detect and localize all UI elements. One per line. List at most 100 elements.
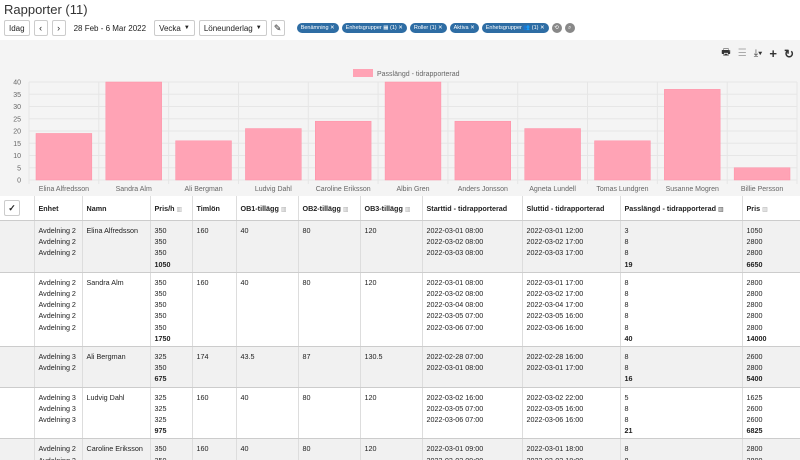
table-row[interactable]: Avdelning 2 Avdelning 2 Avdelning 2 Elina A… bbox=[0, 220, 800, 273]
col-header-enhet[interactable]: Enhet bbox=[34, 196, 83, 221]
table-row[interactable]: Avdelning 3 Avdelning 2 Ali Bergman 325 350 6… bbox=[0, 346, 800, 388]
cell-line: Avdelning 2 bbox=[38, 300, 76, 310]
cell-line: 2022-03-02 08:00 bbox=[426, 237, 484, 247]
cell-line: 2022-03-01 08:00 bbox=[426, 226, 484, 235]
bar[interactable] bbox=[384, 81, 442, 181]
timlon-cell: 174 bbox=[192, 346, 237, 388]
bar[interactable] bbox=[35, 133, 93, 181]
cell-line: Avdelning 2 bbox=[38, 277, 76, 287]
pris-cell: 1050 2800 2800 6650 bbox=[742, 220, 800, 273]
bar[interactable] bbox=[105, 81, 162, 181]
bar[interactable] bbox=[594, 140, 651, 181]
name-text: Ludvig Dahl bbox=[86, 392, 125, 402]
ob1-cell: 40 bbox=[236, 438, 299, 460]
filter-tag[interactable]: Benämning ✕ bbox=[296, 23, 339, 33]
download-icon[interactable]: ⤓▾ bbox=[753, 48, 763, 59]
table-row[interactable]: Avdelning 2 Avdelning 2 Avdelning 2 Avdelni… bbox=[0, 272, 800, 348]
col-header-namn[interactable]: Namn bbox=[82, 196, 151, 221]
select-all-cell[interactable]: ✓ bbox=[0, 196, 35, 221]
next-button[interactable]: › bbox=[51, 20, 66, 36]
col-header-pris-h[interactable]: Pris/h ▥ bbox=[150, 196, 193, 221]
cell-line: 40 bbox=[240, 392, 249, 402]
checkbox[interactable]: ✓ bbox=[4, 200, 20, 216]
cell-line: Avdelning 2 bbox=[38, 322, 76, 332]
cell-line: 160 bbox=[196, 444, 209, 454]
cell-line: 2800 bbox=[746, 248, 763, 258]
cell-line: 2022-02-28 16:00 bbox=[526, 352, 584, 362]
bar[interactable] bbox=[175, 140, 232, 181]
x-tick-label: Anders Jonsson bbox=[458, 186, 508, 193]
cell-line: 2022-03-01 17:00 bbox=[526, 363, 584, 373]
cell-line: 8 bbox=[624, 311, 629, 321]
columns-icon[interactable]: ☰ bbox=[737, 48, 747, 59]
cell-line: 2022-03-02 17:00 bbox=[526, 237, 584, 247]
cell-line: 2022-03-06 16:00 bbox=[526, 415, 584, 425]
filter-tag[interactable]: Aktiva ✕ bbox=[449, 23, 479, 33]
filter-tag[interactable]: Enhetsgrupper 👥 (1) ✕ bbox=[481, 23, 549, 33]
cell-line: 2600 bbox=[746, 403, 763, 413]
bar[interactable] bbox=[524, 128, 581, 181]
cell-line: 2022-03-05 16:00 bbox=[526, 311, 584, 321]
col-header-ob2[interactable]: OB2-tillägg ▥ bbox=[298, 196, 361, 221]
filter-tag[interactable]: Enhetsgrupper ▦ (1) ✕ bbox=[341, 23, 407, 33]
enhet-cell: Avdelning 2 Avdelning 2 Avdelning 2 Avdelni… bbox=[34, 272, 83, 348]
col-header-ob3[interactable]: OB3-tillägg ▥ bbox=[360, 196, 423, 221]
cell-line: Avdelning 2 bbox=[38, 311, 76, 321]
table-row[interactable]: Avdelning 3 Avdelning 3 Avdelning 3 Ludvig … bbox=[0, 387, 800, 440]
search-filter-icon[interactable]: ⌕ bbox=[564, 23, 575, 33]
ob2-cell: 80 bbox=[298, 438, 361, 460]
cell-line: 8 bbox=[625, 455, 738, 460]
prev-button[interactable]: ‹ bbox=[33, 20, 48, 36]
cell-line: 2800 bbox=[746, 363, 763, 373]
col-header-timlon[interactable]: Timlön bbox=[192, 196, 237, 221]
bar[interactable] bbox=[245, 128, 302, 181]
col-header-start[interactable]: Starttid - tidrapporterad bbox=[422, 196, 523, 221]
report-type-dropdown[interactable]: Löneunderlag ▼ bbox=[198, 20, 267, 36]
col-header-passlangd[interactable]: Passlängd - tidrapporterad ▥ bbox=[620, 196, 743, 221]
start-cell: 2022-03-01 08:00 2022-03-02 08:00 2022-03-… bbox=[422, 272, 523, 348]
total: 1050 bbox=[154, 259, 171, 269]
chart-icon: ▥ bbox=[717, 206, 724, 213]
period-dropdown[interactable]: Vecka ▼ bbox=[154, 20, 195, 36]
pris-cell: 1625 2600 2600 6825 bbox=[742, 387, 800, 440]
cell-line: 80 bbox=[302, 226, 311, 235]
edit-button[interactable]: ✎ bbox=[270, 20, 285, 36]
namn-cell: Sandra Alm bbox=[82, 272, 151, 348]
x-tick-label: Susanne Mogren bbox=[666, 186, 719, 193]
x-tick-label: Elina Alfredsson bbox=[39, 186, 89, 193]
clear-filters-icon[interactable]: ⟲ bbox=[551, 23, 562, 33]
bar[interactable] bbox=[664, 89, 721, 181]
cell-line: 350 bbox=[154, 322, 167, 332]
cell-line: 8 bbox=[624, 322, 629, 332]
cell-line: 160 bbox=[196, 277, 209, 287]
cell-line: 130.5 bbox=[364, 352, 383, 362]
cell-line: 1050 bbox=[746, 226, 763, 235]
add-icon[interactable]: + bbox=[769, 46, 777, 61]
col-header-ob1[interactable]: OB1-tillägg ▥ bbox=[236, 196, 299, 221]
cell-line: 325 bbox=[154, 392, 167, 402]
print-icon[interactable]: 🖶 bbox=[721, 47, 731, 58]
total: 40 bbox=[624, 333, 633, 343]
pris-h-cell: 325 350 675 bbox=[150, 346, 193, 388]
cell-line: 325 bbox=[154, 403, 167, 413]
cell-line: 80 bbox=[302, 444, 311, 454]
legend-label[interactable]: Passlängd - tidrapporterad bbox=[377, 71, 460, 78]
today-button[interactable]: Idag bbox=[4, 20, 30, 36]
x-tick-label: Tomas Lundgren bbox=[596, 186, 648, 193]
cell-line: Avdelning 2 bbox=[38, 237, 76, 247]
cell-line: 8 bbox=[624, 248, 629, 258]
col-header-slut[interactable]: Sluttid - tidrapporterad bbox=[522, 196, 621, 221]
ob3-cell: 120 bbox=[360, 438, 423, 460]
col-header-pris[interactable]: Pris ▥ bbox=[742, 196, 800, 221]
bar[interactable] bbox=[315, 120, 372, 181]
bar[interactable] bbox=[454, 120, 511, 181]
total: 5400 bbox=[746, 374, 763, 384]
filter-tag[interactable]: Roller (1) ✕ bbox=[409, 23, 447, 33]
cell-line: 2022-03-05 07:00 bbox=[426, 403, 484, 413]
bar[interactable] bbox=[733, 167, 791, 181]
refresh-icon[interactable]: ↻ bbox=[783, 46, 794, 61]
chart-icon: ▥ bbox=[404, 206, 411, 213]
cell-line: Avdelning 3 bbox=[38, 352, 76, 362]
